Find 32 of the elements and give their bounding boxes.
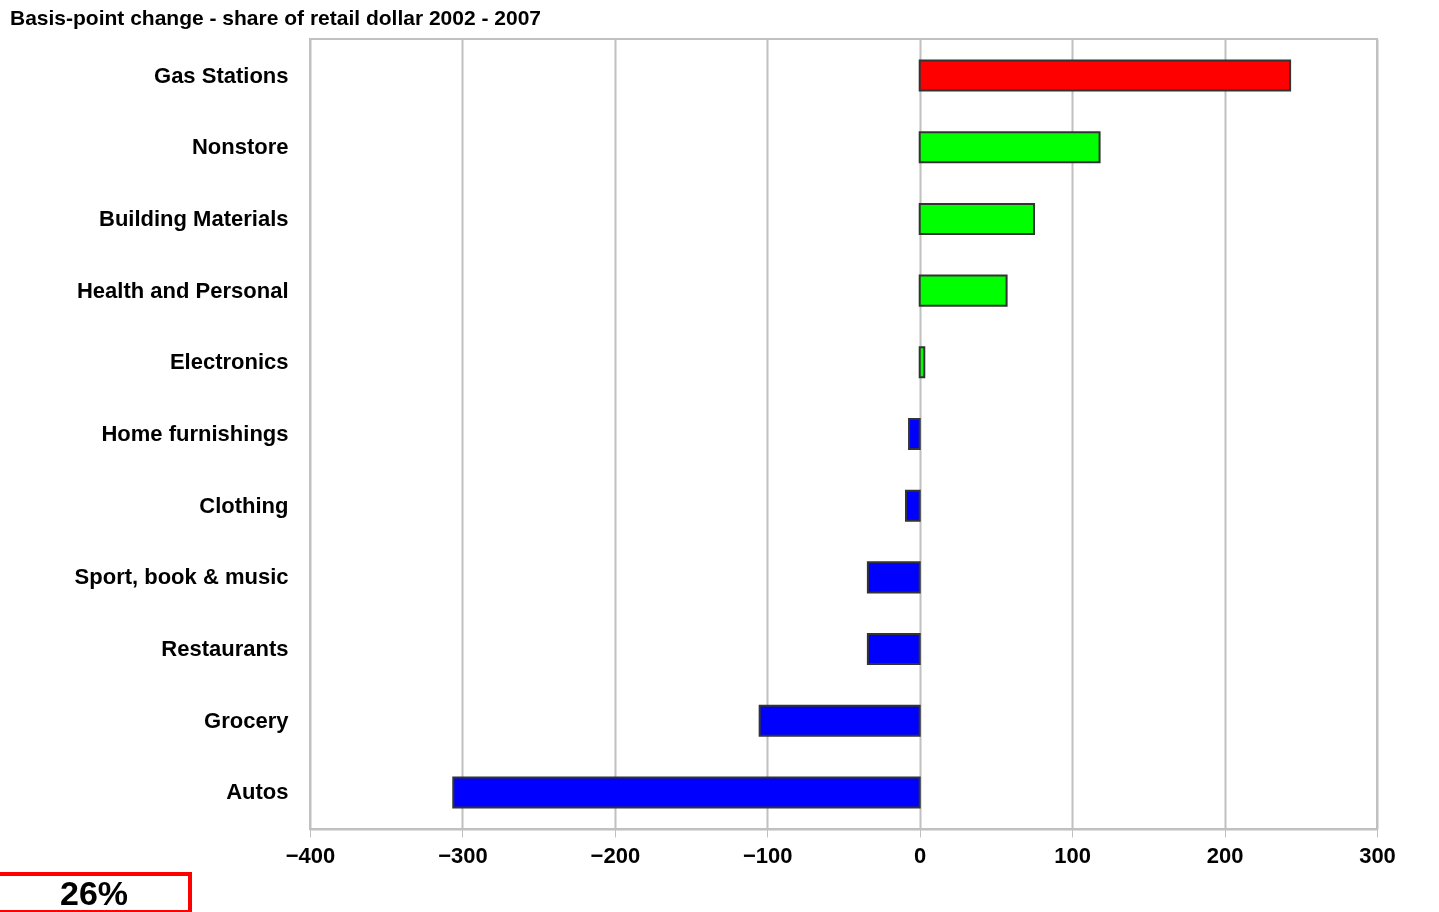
bar: [918, 346, 926, 379]
y-tick-label: Gas Stations: [154, 62, 289, 88]
x-tick-label: −300: [438, 842, 488, 868]
bar: [918, 274, 1008, 307]
x-tick-label: 200: [1206, 842, 1244, 868]
bar: [452, 776, 921, 809]
y-tick-label: Building Materials: [99, 205, 289, 231]
x-tick-label: 100: [1054, 842, 1091, 868]
bar: [758, 704, 921, 737]
x-tick-label: −400: [285, 842, 336, 868]
x-tick-label: −100: [743, 842, 793, 868]
bar: [918, 131, 1101, 164]
bar: [918, 202, 1036, 235]
bar: [918, 59, 1292, 92]
y-tick-label: Health and Personal: [76, 277, 289, 303]
x-tick-label: −200: [590, 842, 641, 868]
bar: [905, 489, 921, 522]
bar: [866, 633, 921, 666]
bar: [908, 417, 921, 451]
y-tick-label: Clothing: [199, 492, 289, 518]
y-tick-label: Sport, book & music: [74, 564, 289, 590]
text: 26%: [0, 872, 193, 912]
y-tick-label: Nonstore: [191, 134, 289, 160]
bar: [866, 561, 921, 594]
chart-title: Basis-point change - share of retail dollar 2002 - 2007: [10, 6, 542, 29]
x-tick-label: 300: [1359, 842, 1396, 868]
y-tick-label: Electronics: [169, 349, 289, 375]
y-tick-label: Grocery: [204, 707, 290, 733]
x-tick-label: 0: [914, 842, 927, 868]
y-tick-label: Autos: [226, 779, 289, 805]
y-tick-label: Home furnishings: [101, 421, 289, 446]
y-tick-label: Restaurants: [161, 636, 289, 662]
